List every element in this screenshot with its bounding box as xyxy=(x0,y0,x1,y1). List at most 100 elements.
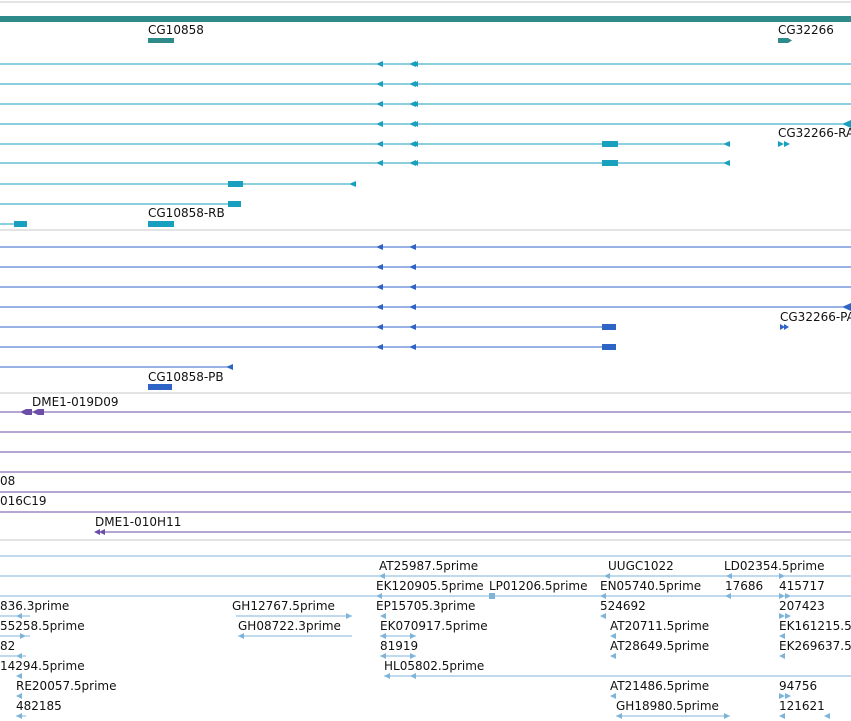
est-feature[interactable] xyxy=(384,673,390,679)
est-label[interactable]: RE20057.5prime xyxy=(16,679,117,693)
est-feature[interactable] xyxy=(489,593,495,599)
clone-label-016c19[interactable]: 016C19 xyxy=(0,494,47,508)
est-label[interactable]: 207423 xyxy=(779,599,825,613)
clone-feature-010h11[interactable] xyxy=(99,529,105,535)
transcript-feature-cg32266-ra[interactable] xyxy=(778,141,784,147)
est-feature[interactable] xyxy=(600,593,606,599)
transcript-row[interactable] xyxy=(0,81,851,87)
est-label[interactable]: EK161215.5 xyxy=(779,619,851,633)
est-feature[interactable] xyxy=(16,713,22,719)
est-feature[interactable] xyxy=(238,633,244,639)
protein-feature-cg32266-pa[interactable] xyxy=(780,324,785,330)
transcript-feature-cg32266-ra[interactable] xyxy=(784,141,790,147)
est-feature[interactable] xyxy=(785,593,791,599)
transcript-row[interactable] xyxy=(0,201,241,207)
protein-row[interactable] xyxy=(0,324,616,330)
gene-feature-cg32266[interactable] xyxy=(778,38,792,43)
est-label[interactable]: 482185 xyxy=(16,699,62,713)
est-feature[interactable] xyxy=(380,653,386,659)
est-feature[interactable] xyxy=(410,653,416,659)
est-feature[interactable] xyxy=(724,713,730,719)
protein-label-cg10858-pb[interactable]: CG10858-PB xyxy=(148,370,224,384)
clone-label-08[interactable]: 08 xyxy=(0,474,15,488)
est-feature[interactable] xyxy=(610,633,616,639)
protein-feature-cg32266-pa[interactable] xyxy=(784,324,789,330)
est-feature[interactable] xyxy=(779,693,785,699)
est-label[interactable]: 94756 xyxy=(779,679,817,693)
est-feature[interactable] xyxy=(380,613,386,619)
est-label[interactable]: GH12767.5prime xyxy=(232,599,335,613)
est-feature[interactable] xyxy=(16,653,22,659)
est-label[interactable]: 415717 xyxy=(779,579,825,593)
est-feature[interactable] xyxy=(610,653,616,659)
est-label[interactable]: AT28649.5prime xyxy=(610,639,709,653)
gene-track-bar[interactable] xyxy=(0,16,851,22)
transcript-row[interactable] xyxy=(0,181,356,187)
est-label[interactable]: 17686 xyxy=(725,579,763,593)
est-label[interactable]: GH18980.5prime xyxy=(616,699,719,713)
transcript-row[interactable] xyxy=(0,101,851,107)
est-feature[interactable] xyxy=(779,653,785,659)
est-label[interactable]: LP01206.5prime xyxy=(489,579,588,593)
est-feature[interactable] xyxy=(779,633,785,639)
est-feature[interactable] xyxy=(824,713,830,719)
est-label[interactable]: GH08722.3prime xyxy=(238,619,341,633)
transcript-label-cg32266-ra[interactable]: CG32266-RA xyxy=(778,126,851,140)
gene-label-cg10858[interactable]: CG10858 xyxy=(148,23,204,37)
est-label[interactable]: 55258.5prime xyxy=(0,619,85,633)
transcript-label-cg10858-rb[interactable]: CG10858-RB xyxy=(148,206,225,220)
est-feature[interactable] xyxy=(779,713,785,719)
est-feature[interactable] xyxy=(379,573,385,579)
est-feature[interactable] xyxy=(616,713,622,719)
est-feature[interactable] xyxy=(600,613,606,619)
transcript-row[interactable] xyxy=(0,221,174,227)
est-label[interactable]: EK120905.5prime xyxy=(376,579,484,593)
gene-feature-cg10858[interactable] xyxy=(148,38,174,43)
protein-row[interactable] xyxy=(148,384,172,390)
est-feature[interactable] xyxy=(16,613,22,619)
est-label[interactable]: 81919 xyxy=(380,639,418,653)
est-feature[interactable] xyxy=(779,613,785,619)
est-feature[interactable] xyxy=(16,673,22,679)
est-feature[interactable] xyxy=(410,633,416,639)
est-label[interactable]: 836.3prime xyxy=(0,599,69,613)
protein-row[interactable] xyxy=(0,364,233,370)
est-feature[interactable] xyxy=(604,573,610,579)
est-label[interactable]: UUGC1022 xyxy=(608,559,674,573)
transcript-row[interactable] xyxy=(0,120,851,128)
protein-row[interactable] xyxy=(0,244,851,250)
est-feature[interactable] xyxy=(785,613,791,619)
est-label[interactable]: EK269637.5 xyxy=(779,639,851,653)
est-feature[interactable] xyxy=(16,693,22,699)
est-feature[interactable] xyxy=(725,593,731,599)
clone-label-010h11[interactable]: DME1-010H11 xyxy=(95,515,181,529)
est-label[interactable]: AT21486.5prime xyxy=(610,679,709,693)
est-label[interactable]: AT20711.5prime xyxy=(610,619,709,633)
est-label[interactable]: LD02354.5prime xyxy=(724,559,825,573)
clone-label-019d09[interactable]: DME1-019D09 xyxy=(32,395,119,409)
est-label[interactable]: EP15705.3prime xyxy=(376,599,475,613)
est-feature[interactable] xyxy=(346,613,352,619)
protein-label-cg32266-pa[interactable]: CG32266-PA xyxy=(780,310,851,324)
transcript-row[interactable] xyxy=(0,141,730,147)
protein-row[interactable] xyxy=(0,264,851,270)
est-label[interactable]: 121621 xyxy=(779,699,825,713)
est-label[interactable]: 14294.5prime xyxy=(0,659,85,673)
est-feature[interactable] xyxy=(779,593,785,599)
transcript-row[interactable] xyxy=(0,61,851,67)
est-label[interactable]: HL05802.5prime xyxy=(384,659,484,673)
est-feature[interactable] xyxy=(410,673,416,679)
est-feature[interactable] xyxy=(726,573,732,579)
gene-label-cg32266[interactable]: CG32266 xyxy=(778,23,834,37)
est-label[interactable]: AT25987.5prime xyxy=(379,559,478,573)
clone-feature-010h11[interactable] xyxy=(94,529,100,535)
est-feature[interactable] xyxy=(779,573,785,579)
transcript-row[interactable] xyxy=(0,160,730,166)
est-feature[interactable] xyxy=(20,633,26,639)
est-feature[interactable] xyxy=(610,693,616,699)
est-label[interactable]: 82 xyxy=(0,639,15,653)
est-label[interactable]: EK070917.5prime xyxy=(380,619,488,633)
protein-row[interactable] xyxy=(0,303,851,311)
est-feature[interactable] xyxy=(376,593,382,599)
protein-row[interactable] xyxy=(0,284,851,290)
